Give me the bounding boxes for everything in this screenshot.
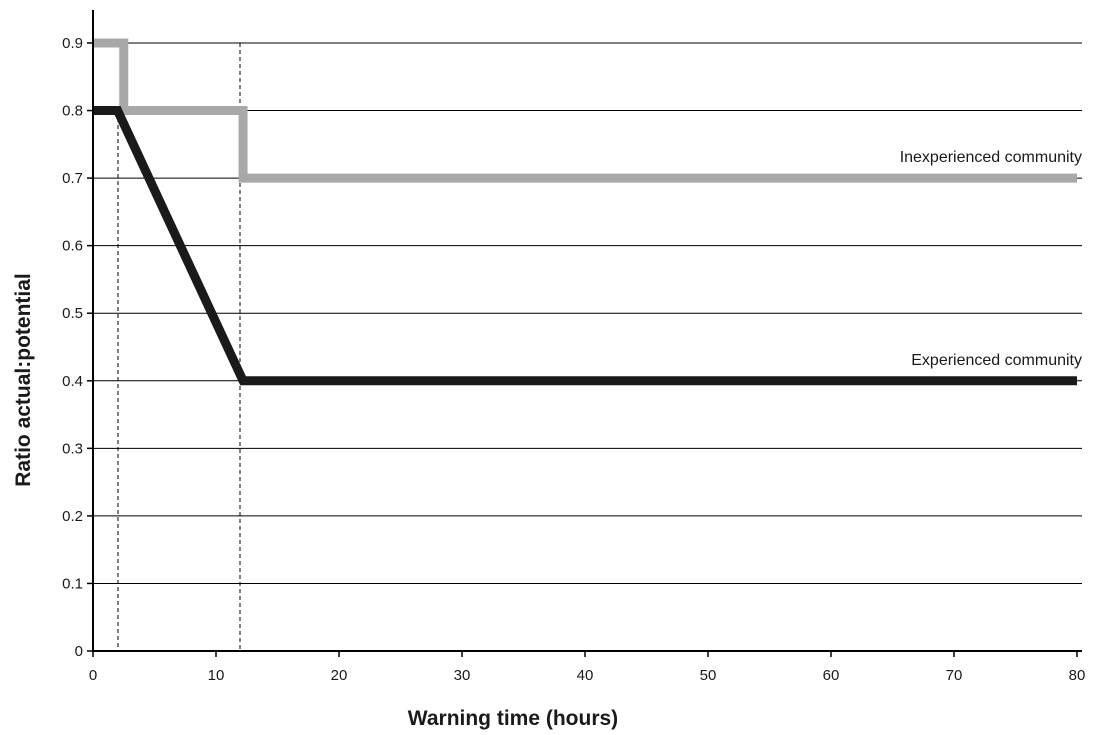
axes: [92, 10, 1082, 652]
y-tick-label: 0.1: [62, 575, 83, 592]
series-labels: Inexperienced community Experienced commu…: [900, 149, 1082, 369]
y-axis-title: Ratio actual:potential: [12, 273, 35, 487]
x-tick-label: 10: [208, 667, 225, 684]
ticks: 0 0.1 0.2 0.3 0.4 0.5 0.6 0.7 0.8 0.9 0 10 20 30 40 50 6…: [62, 35, 1085, 684]
y-tick-label: 0: [75, 643, 83, 660]
y-tick-label: 0.7: [62, 170, 83, 187]
y-tick-label: 0.2: [62, 508, 83, 525]
y-tick-label: 0.9: [62, 35, 83, 52]
x-tick-label: 60: [823, 667, 840, 684]
x-tick-label: 80: [1069, 667, 1086, 684]
y-tick-label: 0.4: [62, 373, 83, 390]
y-tick-label: 0.6: [62, 238, 83, 255]
y-tick-label: 0.3: [62, 440, 83, 457]
x-tick-label: 70: [946, 667, 963, 684]
x-tick-label: 30: [454, 667, 471, 684]
x-axis-title: Warning time (hours): [408, 707, 618, 730]
series-inexperienced-line: [93, 38, 1077, 183]
y-tick-label: 0.8: [62, 103, 83, 120]
series-experienced-line: [93, 106, 1077, 386]
series-label-inexperienced: Inexperienced community: [900, 149, 1082, 166]
x-tick-label: 50: [700, 667, 717, 684]
series-lines: [93, 38, 1077, 386]
x-tick-label: 20: [331, 667, 348, 684]
reference-lines: [117, 43, 241, 651]
y-tick-label: 0.5: [62, 305, 83, 322]
x-tick-label: 0: [89, 667, 97, 684]
x-tick-label: 40: [577, 667, 594, 684]
series-label-experienced: Experienced community: [911, 352, 1082, 369]
